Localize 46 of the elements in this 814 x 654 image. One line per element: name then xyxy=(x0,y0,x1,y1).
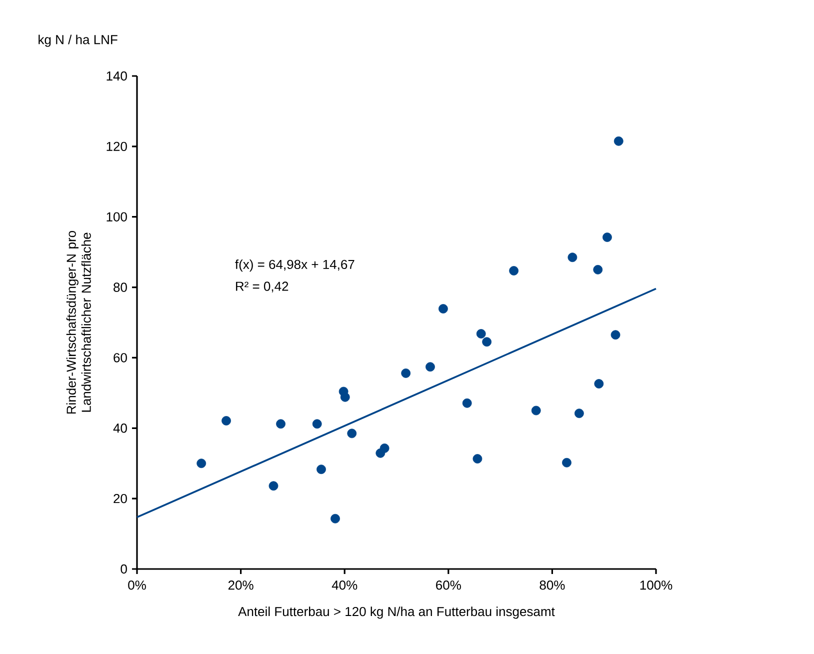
x-tick-label: 60% xyxy=(436,580,461,590)
point xyxy=(438,304,448,314)
y-tick-label: 120 xyxy=(106,142,127,152)
point xyxy=(316,464,326,474)
x-tick-label: 40% xyxy=(332,580,358,590)
point xyxy=(426,362,435,372)
x-tick-label: 100% xyxy=(640,580,672,590)
point xyxy=(593,264,603,274)
point xyxy=(268,481,278,491)
point xyxy=(531,406,541,416)
point xyxy=(462,398,472,408)
y-tick-label: 100 xyxy=(106,212,127,222)
point xyxy=(568,252,578,262)
point xyxy=(380,444,390,453)
point xyxy=(614,136,624,146)
y-tick-label: 40 xyxy=(113,424,127,433)
y-axis-title: Rinder-Wirtschaftsdünger-N pro Landwirtschaftlicher Nutzfläche xyxy=(66,230,91,414)
point xyxy=(196,458,206,468)
x-tick-label: 0% xyxy=(128,580,146,590)
y-tick-label: 60 xyxy=(114,353,127,362)
point xyxy=(276,419,286,429)
point xyxy=(472,454,482,464)
text: kg N / ha LNF xyxy=(38,34,118,47)
x-tick-label: 80% xyxy=(540,580,565,590)
y-tick-label: 140 xyxy=(106,71,127,81)
point xyxy=(312,419,322,429)
point xyxy=(602,232,612,242)
point xyxy=(610,330,620,340)
point xyxy=(562,458,572,468)
y-tick-label: 80 xyxy=(114,282,127,292)
y-tick-label: 20 xyxy=(114,494,127,504)
point xyxy=(347,428,357,438)
point xyxy=(340,392,350,402)
point xyxy=(401,368,411,378)
point xyxy=(574,408,584,418)
point xyxy=(476,329,486,338)
point xyxy=(509,266,518,276)
point xyxy=(594,379,604,388)
x-tick-label: 20% xyxy=(228,580,254,590)
point xyxy=(482,337,492,347)
y-tick-label: 0 xyxy=(120,564,127,574)
point xyxy=(222,416,231,426)
point xyxy=(330,514,340,524)
x-axis-title: Anteil Futterbau > 120 kg N/ha an Futterbau insgesamt xyxy=(238,606,555,619)
annotation: f(x) = 64,98x + 14,67 xyxy=(235,259,354,272)
annotation: R² = 0,42 xyxy=(236,282,288,292)
